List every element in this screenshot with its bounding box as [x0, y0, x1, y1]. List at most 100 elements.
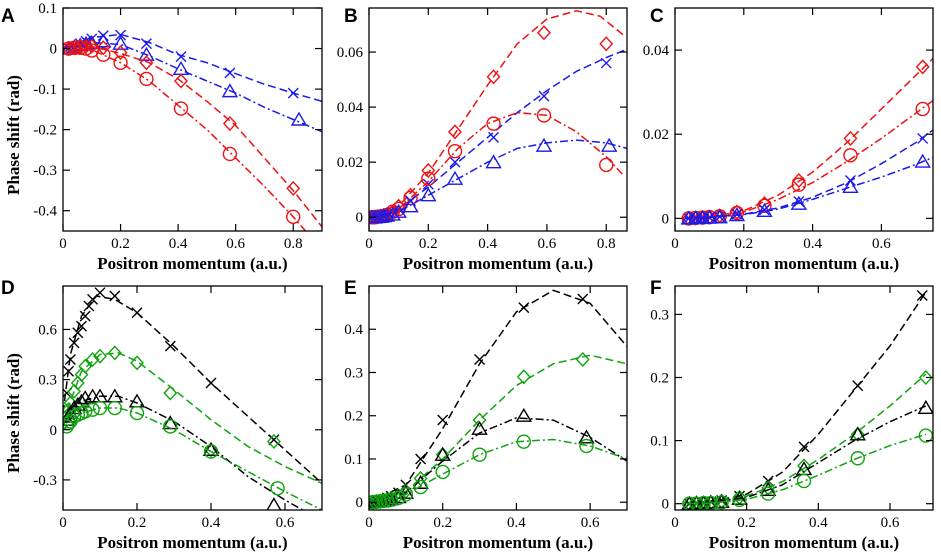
data-point-red-circle	[73, 40, 88, 55]
plot-area	[369, 10, 627, 225]
data-point-green-circle	[77, 404, 93, 419]
data-point-red-diamond	[791, 172, 806, 189]
data-point-red-circle	[222, 146, 238, 162]
data-point-black-cross	[798, 441, 810, 453]
y-tick-label: 0.1	[38, 1, 57, 17]
data-point-green-diamond	[516, 369, 531, 385]
series-line-black-cross	[369, 289, 627, 503]
x-tick-label: 0.6	[881, 515, 900, 531]
data-point-red-circle	[915, 101, 930, 117]
data-point-green-circle	[85, 402, 100, 417]
data-point-black-cross	[916, 289, 928, 301]
data-point-black-triangle	[849, 426, 866, 441]
data-point-red-circle	[599, 157, 614, 173]
y-tick-label: -0.3	[33, 473, 57, 489]
x-tick-label: 0.4	[809, 515, 828, 531]
data-point-red-circle	[536, 108, 552, 123]
data-point-green-circle	[413, 479, 428, 495]
data-point-blue-cross	[600, 57, 612, 69]
series-line-black-cross	[63, 295, 322, 484]
data-point-green-diamond	[130, 355, 144, 371]
x-axis-title: Positron momentum (a.u.)	[403, 533, 593, 552]
data-point-black-cross	[63, 365, 75, 377]
panel-b: 0 0.2 0.4 0.6 0.8 0 0.02 0.04 0.06 Positron momen…	[337, 6, 628, 273]
plot-frame	[674, 7, 934, 232]
data-point-red-circle	[139, 71, 154, 87]
series-line-blue-triangle	[369, 139, 627, 218]
data-point-black-triangle	[471, 420, 488, 435]
data-point-green-diamond	[74, 367, 89, 383]
data-point-green-circle	[689, 496, 704, 510]
data-point-black-cross	[164, 340, 176, 352]
y-tick-label: 0.04	[337, 100, 364, 116]
y-axis-title-bottom: Phase shift (rad)	[4, 353, 23, 473]
data-point-red-circle	[113, 55, 128, 70]
y-tick-label: 0	[356, 210, 364, 226]
data-point-green-diamond	[575, 351, 590, 368]
data-point-green-circle	[732, 492, 747, 508]
data-point-blue-triangle	[384, 206, 401, 221]
data-point-red-diamond	[486, 69, 501, 85]
y-tick-label: 0	[50, 42, 58, 58]
panel-letter: E	[344, 278, 357, 299]
data-point-green-circle	[107, 400, 123, 416]
panel-letter: C	[650, 6, 664, 27]
data-point-black-cross	[437, 414, 449, 426]
series-line-red-diamond	[685, 57, 933, 220]
y-tick-label: 0	[662, 211, 670, 227]
data-point-black-cross	[852, 380, 864, 392]
data-point-red-diamond	[599, 36, 614, 52]
plot-frame	[674, 285, 934, 511]
plot-area	[681, 289, 933, 510]
data-point-black-cross	[68, 337, 80, 349]
data-point-blue-cross	[538, 90, 550, 102]
y-tick-label: 0.2	[650, 370, 669, 386]
data-point-green-circle	[760, 486, 776, 501]
y-tick-label: 0.3	[650, 307, 669, 323]
data-point-black-cross	[474, 354, 486, 366]
x-tick-label: 0.2	[419, 236, 438, 252]
data-point-blue-triangle	[600, 137, 618, 152]
data-point-black-triangle	[917, 399, 933, 414]
data-point-red-circle	[447, 143, 463, 159]
x-axis-title: Positron momentum (a.u.)	[97, 533, 287, 552]
data-point-green-circle	[714, 495, 729, 510]
data-point-black-cross	[131, 307, 143, 319]
panel-letter: D	[1, 278, 15, 299]
data-point-red-circle	[78, 41, 94, 56]
x-axis-title: Positron momentum (a.u.)	[403, 254, 593, 273]
data-point-green-circle	[796, 473, 812, 489]
data-point-red-circle	[96, 47, 111, 62]
data-point-red-diamond	[915, 59, 930, 75]
y-tick-label: 0.2	[344, 409, 363, 425]
x-tick-label: 0.2	[737, 515, 756, 531]
data-point-green-circle	[516, 434, 531, 449]
series-line-green-diamond	[369, 354, 627, 503]
x-tick-label: 0.4	[202, 515, 221, 531]
x-tick-label: 0.2	[128, 515, 147, 531]
data-point-blue-triangle	[390, 203, 407, 218]
x-tick-label: 0	[365, 236, 373, 252]
series-line-red-circle	[369, 111, 625, 218]
data-point-green-diamond	[163, 385, 178, 401]
y-tick-label: 0	[50, 423, 58, 439]
y-tick-label: 0.6	[38, 322, 57, 338]
series-line-blue-cross	[63, 33, 322, 103]
data-point-blue-triangle	[95, 33, 112, 48]
data-point-green-diamond	[413, 470, 428, 486]
data-point-blue-triangle	[221, 83, 239, 98]
data-point-red-diamond	[222, 116, 237, 132]
y-tick-label: 0.02	[337, 155, 363, 171]
y-axis-title-top: Phase shift (rad)	[4, 75, 23, 195]
x-tick-label: 0.2	[734, 236, 753, 252]
data-point-blue-triangle	[402, 198, 419, 213]
data-point-green-diamond	[761, 480, 776, 496]
y-tick-label: -0.4	[33, 204, 57, 220]
x-tick-label: 0.6	[872, 236, 891, 252]
y-tick-label: 0	[356, 495, 364, 511]
data-point-blue-cross	[793, 196, 805, 208]
x-tick-label: 0	[59, 236, 67, 252]
data-point-blue-cross	[488, 131, 500, 143]
data-point-blue-triangle	[485, 154, 502, 169]
